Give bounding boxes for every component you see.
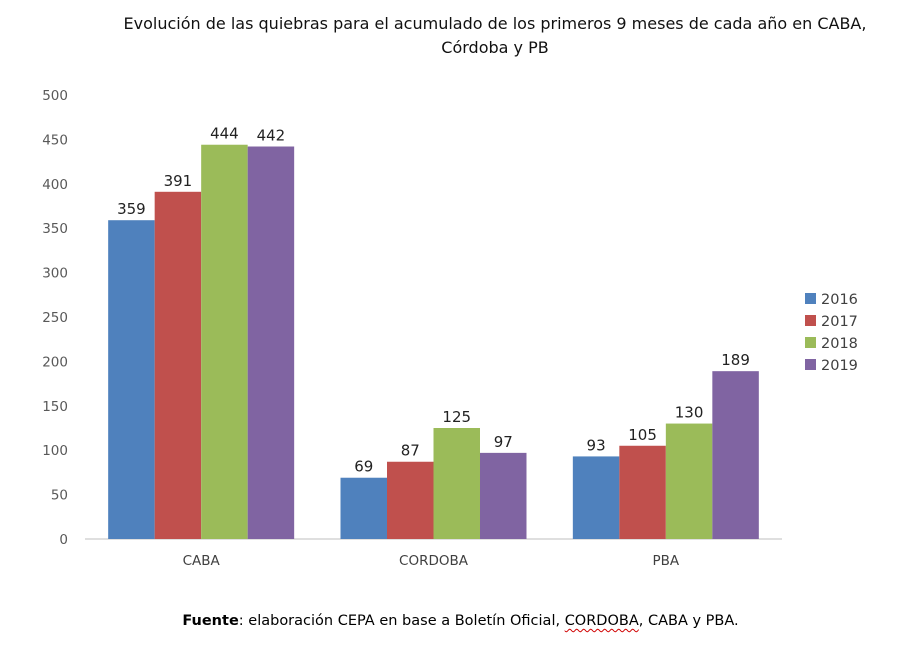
legend-swatch-2016	[805, 293, 816, 304]
bar-2016-pba	[572, 456, 620, 539]
legend-label-2019: 2019	[821, 358, 858, 374]
legend-swatch-2019	[805, 359, 816, 370]
legend-label-2018: 2018	[821, 336, 858, 352]
bar-2017-cordoba	[387, 461, 434, 539]
data-label: 87	[401, 442, 420, 460]
y-tick-label: 0	[59, 532, 68, 548]
legend-swatch-2017	[805, 315, 816, 326]
data-label: 442	[257, 127, 286, 145]
bar-2017-caba	[154, 191, 202, 540]
bar-2017-pba	[619, 445, 666, 539]
y-tick-label: 350	[42, 221, 68, 237]
bar-2018-cordoba	[433, 428, 480, 539]
source-text-after: , CABA y PBA.	[638, 613, 739, 629]
bar-2016-caba	[108, 220, 155, 539]
x-tick-label: CORDOBA	[399, 553, 469, 569]
data-label: 359	[117, 200, 146, 218]
chart-title-line-1: Evolución de las quiebras para el acumul…	[123, 14, 867, 33]
data-label: 444	[210, 125, 239, 143]
data-label: 189	[721, 351, 750, 369]
bar-2018-pba	[665, 423, 713, 539]
data-label: 130	[675, 404, 704, 422]
data-label: 69	[354, 458, 373, 476]
x-tick-label: PBA	[653, 553, 680, 569]
y-tick-label: 450	[42, 132, 68, 148]
source-text-underlined: CORDOBA	[564, 613, 639, 629]
data-label: 125	[442, 408, 471, 426]
y-tick-label: 50	[51, 488, 68, 504]
bar-2019-pba	[712, 371, 759, 539]
data-label: 105	[628, 426, 657, 444]
chart-title: Evolución de las quiebras para el acumul…	[110, 12, 880, 60]
chart-title-line-2: Córdoba y PB	[441, 38, 549, 57]
y-tick-label: 200	[42, 354, 68, 370]
bar-2019-caba	[247, 146, 295, 539]
y-tick-label: 250	[42, 310, 68, 326]
source-note: Fuente: elaboración CEPA en base a Bolet…	[0, 613, 921, 629]
y-tick-label: 500	[42, 88, 68, 104]
legend-swatch-2018	[805, 337, 816, 348]
legend-label-2017: 2017	[821, 314, 858, 330]
bar-2018-caba	[201, 144, 248, 539]
y-tick-label: 400	[42, 177, 68, 193]
y-tick-label: 300	[42, 266, 68, 282]
bar-2019-cordoba	[480, 452, 527, 539]
data-label: 391	[164, 172, 193, 190]
x-tick-label: CABA	[183, 553, 221, 569]
data-label: 97	[494, 433, 513, 451]
source-label: Fuente	[182, 613, 239, 629]
y-tick-label: 150	[42, 399, 68, 415]
source-text-before: : elaboración CEPA en base a Boletín Ofi…	[238, 613, 565, 629]
data-label: 93	[587, 436, 606, 454]
bar-2016-cordoba	[340, 477, 387, 539]
legend-label-2016: 2016	[821, 292, 858, 308]
bar-chart: 0 50 100 150 200 250 300 350 400 450 500 359 391 444 4…	[42, 88, 858, 569]
y-tick-label: 100	[42, 443, 68, 459]
